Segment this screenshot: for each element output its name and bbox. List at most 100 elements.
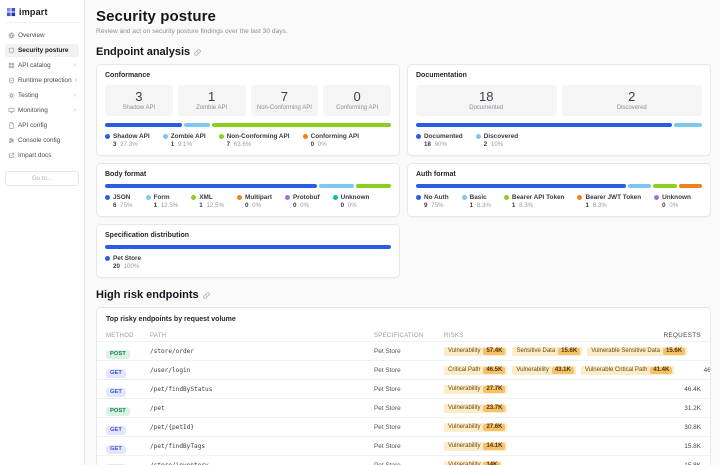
legend-item: Zombie API 1 9.1%	[162, 133, 206, 148]
risks-cell: Vulnerability 14.1K	[444, 441, 655, 451]
sidebar-item-impart-docs[interactable]: Impart docs ›	[5, 149, 79, 162]
stat-value: 3	[135, 89, 143, 104]
globe-icon	[8, 32, 15, 39]
risk-label: Vulnerable Sensitive Data	[591, 348, 661, 354]
risk-value: 57.4K	[483, 347, 506, 355]
risk-value: 15.6K	[663, 347, 686, 355]
legend-pct: 12.5%	[159, 202, 179, 209]
impart-logo-icon	[7, 7, 16, 17]
legend-count: 9	[424, 202, 428, 209]
legend-label: Unknown	[662, 194, 691, 201]
legend-dot-icon	[416, 134, 421, 139]
legend-label: Conforming API	[310, 133, 359, 140]
risk-badge: Vulnerability 23.7K	[444, 403, 508, 413]
card-auth-format: Auth format No Auth 9 75% Basic 1 8.3% B…	[407, 163, 711, 217]
section-title: High risk endpoints	[96, 289, 199, 301]
legend-label: Protobuf	[292, 194, 320, 201]
risks-cell: Vulnerability 27.7K	[444, 384, 655, 394]
legend-dot-icon	[654, 195, 660, 200]
table-row[interactable]: GET /pet/{petId} Pet Store Vulnerability…	[97, 417, 710, 436]
method-badge: GET	[106, 425, 126, 435]
risk-badge: Vulnerability 57.4K	[444, 346, 508, 356]
legend-count: 0	[310, 141, 315, 148]
legend-item: Pet Store 20 100%	[105, 255, 141, 270]
legend-count: 7	[226, 141, 231, 148]
col-risks: RISKS	[444, 332, 464, 339]
bar-segment	[105, 184, 317, 188]
sidebar-item-label: Impart docs	[18, 152, 52, 159]
requests-value: 15.8K	[684, 461, 701, 465]
stat-value: 1	[208, 89, 216, 104]
table-row[interactable]: GET /store/inventory Pet Store Vulnerabi…	[97, 455, 710, 465]
method-cell: GET	[106, 380, 150, 398]
risk-badge: Vulnerability 27.7K	[444, 384, 508, 394]
stat-tile: 0 Conforming API	[323, 85, 391, 116]
legend-dot-icon	[416, 195, 421, 200]
stat-label: Non-Conforming API	[256, 105, 312, 111]
table-row[interactable]: POST /store/order Pet Store Vulnerabilit…	[97, 341, 710, 360]
legend-dot-icon	[145, 195, 151, 200]
gear-icon	[8, 92, 15, 99]
goto-search[interactable]: Go to...	[5, 171, 79, 186]
link-icon[interactable]	[194, 48, 201, 56]
risk-badge: Vulnerability 14K	[444, 460, 503, 465]
stat-value: 7	[280, 89, 288, 104]
risk-value: 46.5K	[483, 366, 506, 374]
legend-count: 1	[585, 202, 589, 209]
sidebar-item-label: Runtime protection	[18, 77, 72, 84]
table-row[interactable]: GET /user/login Pet Store Critical Path …	[97, 360, 710, 379]
legend-item: Conforming API 0 0%	[302, 133, 359, 148]
stat-tile: 18 Documented	[416, 85, 557, 116]
legend-count: 1	[469, 202, 474, 209]
sidebar-item-overview[interactable]: Overview ›	[5, 29, 79, 42]
sidebar-item-testing[interactable]: Testing ›	[5, 89, 79, 102]
legend-label: Documented	[424, 133, 463, 140]
legend-item: Multipart 0 0%	[237, 194, 272, 209]
legend-pct: 63.6%	[232, 141, 252, 148]
requests-value: 15.8K	[684, 442, 701, 450]
specification: Pet Store	[374, 366, 401, 374]
legend-label: Zombie API	[170, 133, 206, 140]
method-badge: GET	[106, 387, 126, 397]
requests-value: 62.2K	[687, 348, 710, 355]
card-specification-distribution: Specification distribution Pet Store 20 …	[96, 224, 400, 278]
chevron-right-icon: ›	[73, 92, 76, 99]
legend-item: Bearer JWT Token 1 8.3%	[577, 194, 641, 209]
sidebar-item-security-posture[interactable]: Security posture ›	[5, 44, 79, 57]
table-header: METHOD PATH SPECIFICATION RISKS REQUESTS	[97, 330, 710, 341]
chevron-right-icon: ›	[74, 77, 77, 84]
legend-dot-icon	[302, 134, 308, 139]
col-requests: REQUESTS	[663, 332, 701, 339]
risk-value: 27.6K	[483, 423, 506, 431]
sidebar-item-runtime-protection[interactable]: Runtime protection ›	[5, 74, 79, 87]
monitor-icon	[8, 107, 15, 114]
app-logo[interactable]: impart	[5, 6, 79, 23]
legend-dot-icon	[191, 195, 197, 200]
legend-item: Documented 18 90%	[416, 133, 463, 148]
table-row[interactable]: POST /pet Pet Store Vulnerability 23.7K …	[97, 398, 710, 417]
shield-icon	[8, 47, 15, 54]
sidebar-item-monitoring[interactable]: Monitoring ›	[5, 104, 79, 117]
sidebar-item-api-config[interactable]: API config ›	[5, 119, 79, 132]
specification: Pet Store	[374, 385, 401, 393]
stat-value: 18	[479, 89, 494, 104]
high-risk-endpoints-card: Top risky endpoints by request volume ME…	[96, 307, 711, 465]
col-method: METHOD	[106, 332, 134, 339]
requests-value: 46.5K	[703, 366, 711, 374]
legend-pct: 9.1%	[176, 141, 192, 148]
distribution-bar	[416, 184, 703, 188]
legend: No Auth 9 75% Basic 1 8.3% Bearer API To…	[416, 194, 702, 209]
sidebar-item-console-config[interactable]: Console config ›	[5, 134, 79, 147]
table-row[interactable]: GET /pet/findByTags Pet Store Vulnerabil…	[97, 436, 710, 455]
table-row[interactable]: GET /pet/findByStatus Pet Store Vulnerab…	[97, 379, 710, 398]
specification: Pet Store	[374, 347, 401, 355]
legend-item: Protobuf 0 0%	[284, 194, 320, 209]
bar-segment	[105, 245, 391, 249]
page-title: Security posture	[96, 8, 216, 25]
bar-segment	[318, 184, 354, 188]
bar-segment	[628, 184, 652, 188]
link-icon[interactable]	[203, 291, 210, 299]
sidebar-item-api-catalog[interactable]: API catalog ›	[5, 59, 79, 72]
stat-tile: 3 Shadow API	[105, 85, 173, 116]
method-badge: GET	[106, 368, 126, 378]
